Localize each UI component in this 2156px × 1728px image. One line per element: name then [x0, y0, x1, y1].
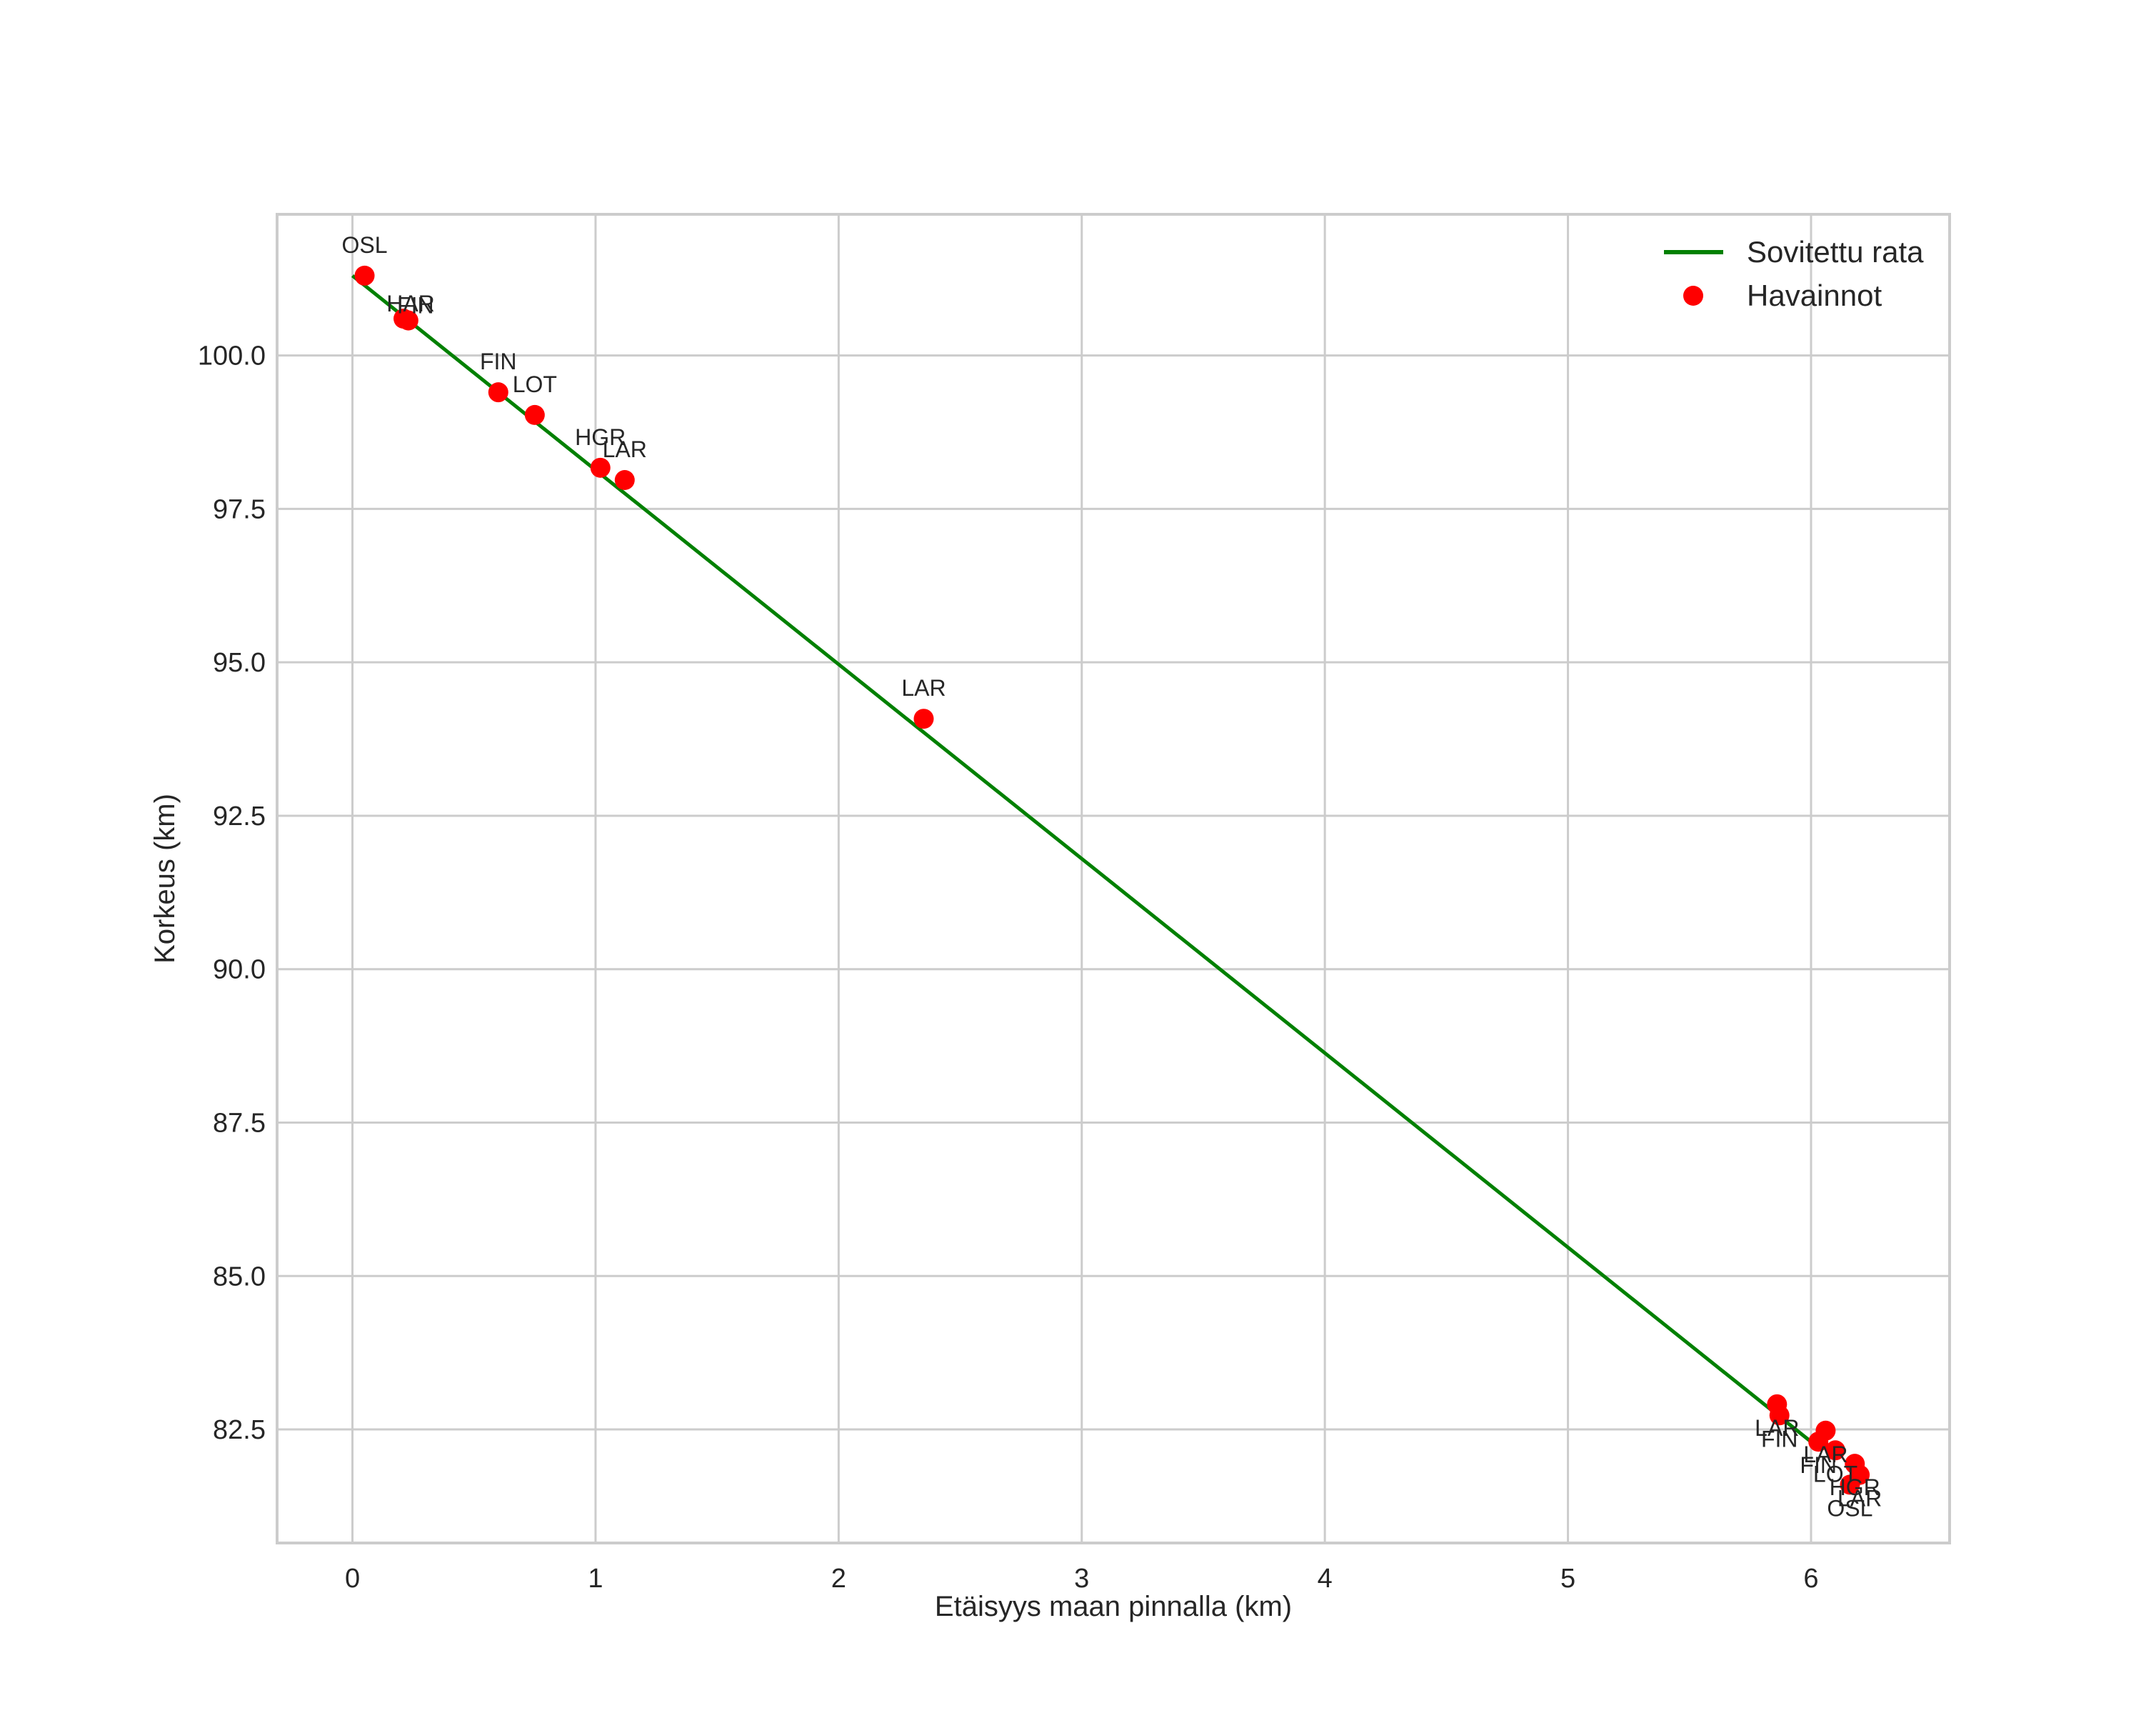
- observation-labels: OSLHARFINFINLOTHGRLARLARLARFINLARFINLOTH…: [342, 232, 1882, 1521]
- y-tick-label: 85.0: [213, 1262, 266, 1292]
- x-tick-label: 4: [1318, 1564, 1333, 1594]
- observation-label: OSL: [342, 232, 388, 258]
- observation-label: FIN: [1761, 1426, 1798, 1452]
- observation-dot: [614, 470, 635, 490]
- x-tick-label: 1: [588, 1564, 603, 1594]
- observation-label: FIN: [397, 293, 434, 319]
- y-tick-label: 97.5: [213, 494, 266, 524]
- observation-label: LAR: [603, 436, 647, 462]
- y-tick-label: 92.5: [213, 801, 266, 831]
- x-tick-label: 3: [1074, 1564, 1089, 1594]
- observation-dot: [354, 265, 375, 286]
- observation-dot: [1769, 1405, 1790, 1426]
- observation-dot: [1808, 1432, 1829, 1452]
- x-tick-label: 5: [1560, 1564, 1575, 1594]
- legend-label-fitted: Sovitettu rata: [1747, 235, 1924, 269]
- plot-frame: [276, 213, 1951, 1544]
- legend-label-observations: Havainnot: [1747, 279, 1882, 312]
- x-axis-label: Etäisyys maan pinnalla (km): [935, 1591, 1292, 1622]
- y-tick-label: 82.5: [213, 1415, 266, 1445]
- y-tick-label: 95.0: [213, 648, 266, 678]
- y-axis-ticks: 82.5 85.0 87.5 90.0 92.5 95.0 97.5 100.0: [198, 341, 266, 1445]
- observation-dot: [590, 457, 611, 478]
- legend: Sovitettu rata Havainnot: [1664, 235, 1924, 312]
- observation-label: HGR: [575, 424, 626, 450]
- observation-label: LOT: [1813, 1461, 1857, 1487]
- observation-label: HAR: [386, 291, 435, 316]
- observation-dot: [913, 709, 934, 729]
- observation-dot: [488, 382, 508, 403]
- x-tick-label: 6: [1803, 1564, 1818, 1594]
- y-tick-label: 100.0: [198, 341, 266, 371]
- observation-dot: [398, 310, 418, 331]
- observation-dot: [1840, 1474, 1860, 1495]
- y-axis-label: Korkeus (km): [149, 794, 181, 964]
- grid-lines: [277, 214, 1950, 1543]
- observation-label: OSL: [1827, 1495, 1872, 1521]
- observation-label: FIN: [480, 349, 517, 374]
- x-tick-label: 2: [831, 1564, 846, 1594]
- observation-points: [354, 265, 1870, 1495]
- observation-label: FIN: [1800, 1452, 1837, 1478]
- observation-label: LAR: [1803, 1442, 1847, 1467]
- observation-label: LAR: [1837, 1486, 1882, 1512]
- y-tick-label: 87.5: [213, 1109, 266, 1139]
- observation-label: HGR: [1830, 1474, 1880, 1500]
- legend-dot-icon: [1683, 286, 1703, 306]
- x-axis-ticks: 0 1 2 3 4 5 6: [345, 1564, 1819, 1594]
- observation-label: LAR: [901, 675, 946, 701]
- x-tick-label: 0: [345, 1564, 360, 1594]
- observation-dot: [524, 404, 545, 425]
- observation-dot: [1825, 1440, 1846, 1461]
- y-tick-label: 90.0: [213, 955, 266, 985]
- observation-label: LAR: [1755, 1415, 1799, 1441]
- observation-label: LOT: [513, 371, 557, 397]
